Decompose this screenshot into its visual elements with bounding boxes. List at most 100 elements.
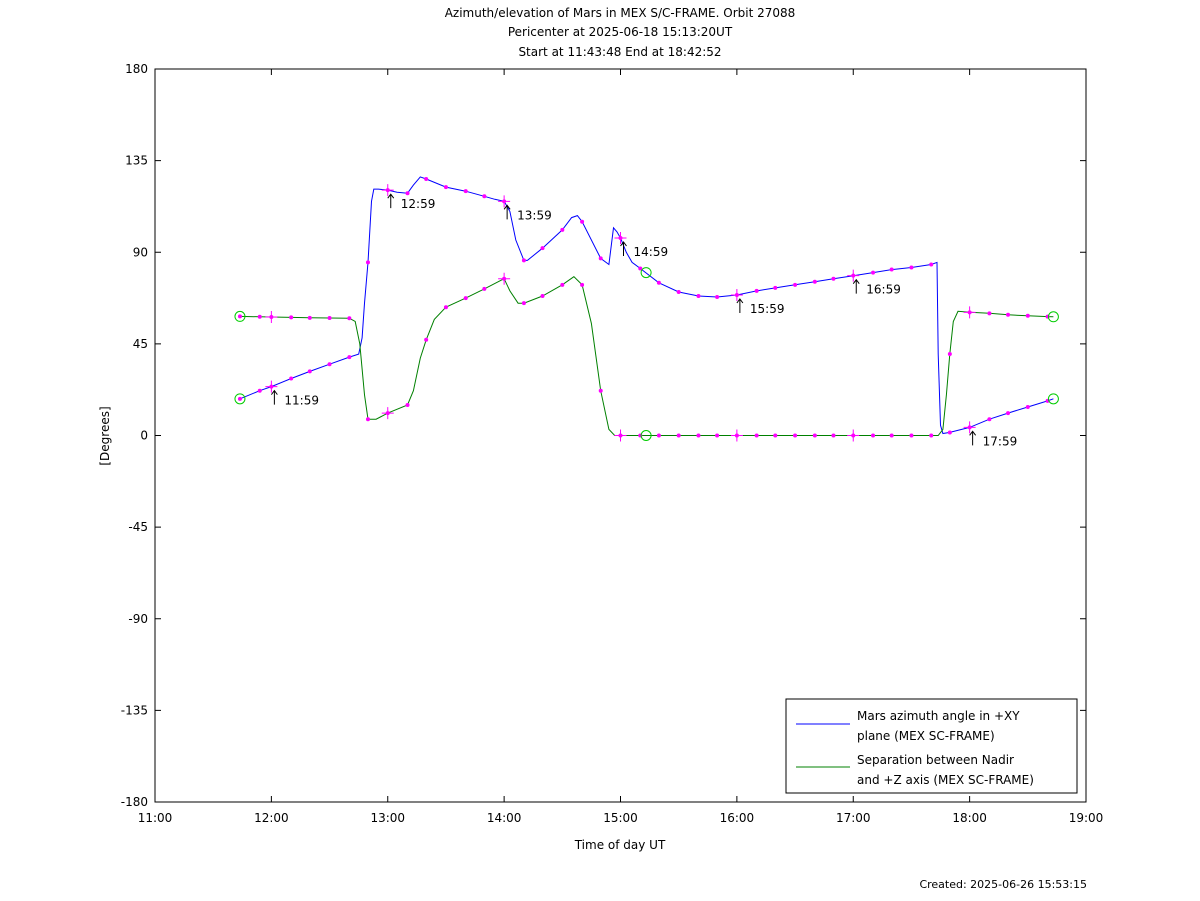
- annotation-arrow: [270, 389, 278, 405]
- azimuth-marker: [871, 270, 876, 275]
- series-markers: [234, 176, 1059, 442]
- chart-subtitle-start-end: Start at 11:43:48 End at 18:42:52: [518, 45, 721, 59]
- x-tick-label: 15:00: [603, 811, 638, 825]
- azimuth-marker: [831, 276, 836, 281]
- separation-hour-cross: [963, 306, 976, 319]
- separation-marker: [715, 433, 720, 438]
- x-tick-label: 18:00: [952, 811, 987, 825]
- azimuth-marker: [405, 191, 410, 196]
- separation-marker: [598, 388, 603, 393]
- x-tick-label: 12:00: [254, 811, 289, 825]
- separation-series-line: [239, 276, 1054, 436]
- annotation-arrow: [852, 278, 860, 294]
- separation-marker: [405, 402, 410, 407]
- y-tick-label: -45: [128, 520, 148, 534]
- annotation-label: 16:59: [866, 283, 901, 297]
- azimuth-marker: [540, 246, 545, 251]
- azimuth-marker: [754, 288, 759, 293]
- y-axis-label: [Degrees]: [98, 406, 112, 465]
- x-tick-label: 19:00: [1069, 811, 1104, 825]
- azimuth-marker: [947, 430, 952, 435]
- y-tick-label: 180: [125, 62, 148, 76]
- azimuth-marker: [443, 185, 448, 190]
- azimuth-hour-cross: [381, 184, 394, 197]
- x-axis-label: Time of day UT: [574, 838, 666, 852]
- azimuth-marker: [463, 189, 468, 194]
- separation-marker: [443, 305, 448, 310]
- azimuth-marker: [812, 279, 817, 284]
- legend-label-azimuth-line1: Mars azimuth angle in +XY: [857, 709, 1020, 723]
- separation-marker: [560, 282, 565, 287]
- y-tick-label: 45: [133, 337, 148, 351]
- azimuth-marker: [773, 285, 778, 290]
- azimuth-marker: [656, 280, 661, 285]
- azimuth-marker: [307, 369, 312, 374]
- azimuth-marker: [676, 289, 681, 294]
- event-circle-marker: [640, 267, 652, 279]
- azimuth-marker: [1006, 411, 1011, 416]
- azimuth-marker: [482, 194, 487, 199]
- separation-marker: [289, 315, 294, 320]
- annotation-arrow: [736, 298, 744, 314]
- azimuth-marker: [793, 282, 798, 287]
- separation-marker: [773, 433, 778, 438]
- chart-subtitle-pericenter: Pericenter at 2025-06-18 15:13:20UT: [508, 25, 733, 39]
- separation-marker: [1006, 312, 1011, 317]
- azimuth-marker: [715, 295, 720, 300]
- azimuth-hour-cross: [730, 289, 743, 302]
- separation-marker: [871, 433, 876, 438]
- separation-marker: [580, 282, 585, 287]
- separation-marker: [365, 417, 370, 422]
- chart-titles: Azimuth/elevation of Mars in MEX S/C-FRA…: [445, 6, 796, 59]
- event-circle-marker: [1047, 311, 1059, 323]
- azimuth-marker: [909, 265, 914, 270]
- y-tick-label: -135: [121, 703, 148, 717]
- azimuth-hour-cross: [265, 380, 278, 393]
- azimuth-marker: [696, 294, 701, 299]
- y-tick-label: -180: [121, 795, 148, 809]
- separation-hour-cross: [498, 272, 511, 285]
- azimuth-marker: [929, 262, 934, 267]
- x-tick-label: 11:00: [138, 811, 173, 825]
- annotation-label: 11:59: [284, 394, 319, 408]
- time-annotations: 11:59 12:59 13:59 14:59 15:59 16:59 17:59: [270, 193, 1017, 448]
- azimuth-marker: [327, 362, 332, 367]
- separation-hour-cross: [265, 310, 278, 323]
- annotation-label: 13:59: [517, 208, 552, 222]
- event-circle-marker: [1047, 393, 1059, 405]
- legend-label-azimuth-line2: plane (MEX SC-FRAME): [857, 729, 995, 743]
- annotation-label: 15:59: [750, 302, 785, 316]
- annotation-label: 12:59: [401, 197, 436, 211]
- separation-marker: [347, 316, 352, 321]
- x-tick-label: 17:00: [836, 811, 871, 825]
- separation-marker: [237, 314, 242, 319]
- separation-marker: [909, 433, 914, 438]
- separation-marker: [656, 433, 661, 438]
- annotation-arrow: [620, 241, 627, 256]
- annotation-label: 14:59: [634, 245, 669, 259]
- separation-marker: [947, 352, 952, 357]
- separation-marker: [540, 294, 545, 299]
- separation-hour-cross: [614, 429, 627, 442]
- annotation-arrow: [387, 193, 395, 209]
- separation-marker: [676, 433, 681, 438]
- annotation-arrow: [503, 204, 511, 220]
- series-lines: [239, 176, 1054, 436]
- y-axis: 180 135 90 45 0 -45 -90 -135 -180: [121, 62, 1086, 809]
- separation-marker: [307, 315, 312, 320]
- event-circle-marker: [640, 430, 652, 441]
- azimuth-marker: [638, 266, 643, 271]
- separation-marker: [812, 433, 817, 438]
- separation-marker: [424, 337, 429, 342]
- separation-marker: [521, 301, 526, 306]
- azimuth-series-line: [239, 176, 1054, 435]
- azimuth-marker: [580, 219, 585, 224]
- azimuth-marker: [237, 396, 242, 401]
- azimuth-hour-cross: [614, 231, 627, 244]
- separation-marker: [257, 314, 262, 319]
- separation-hour-cross: [381, 407, 394, 420]
- azimuth-marker: [347, 355, 352, 360]
- azimuth-hour-cross: [498, 195, 511, 208]
- separation-hour-cross: [847, 429, 860, 442]
